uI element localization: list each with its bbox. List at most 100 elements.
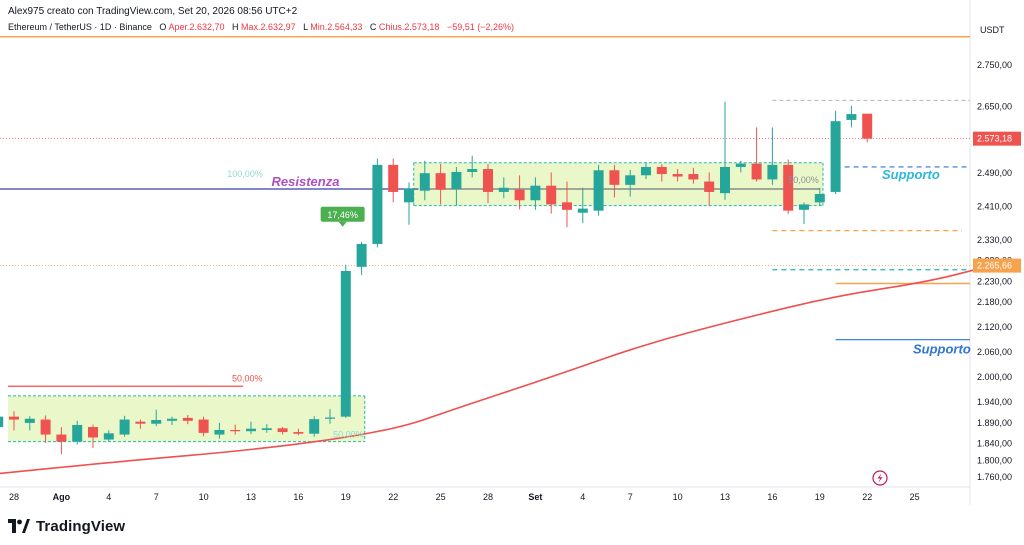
y-tick-label: 2.120,00 bbox=[977, 322, 1012, 332]
candle-body[interactable] bbox=[577, 208, 588, 213]
close-value: Chius.2.573,18 bbox=[378, 22, 440, 32]
y-tick-label: 2.000,00 bbox=[977, 372, 1012, 382]
candle-body[interactable] bbox=[751, 163, 762, 180]
candle-body[interactable] bbox=[198, 419, 209, 433]
candle-body[interactable] bbox=[799, 204, 809, 210]
candle-body[interactable] bbox=[135, 421, 146, 424]
candle-body[interactable] bbox=[609, 170, 620, 185]
high-label: H bbox=[232, 22, 239, 32]
candle-body[interactable] bbox=[498, 187, 509, 192]
candle-body[interactable] bbox=[530, 185, 541, 201]
y-tick-label: 2.180,00 bbox=[977, 297, 1012, 307]
candle-body[interactable] bbox=[0, 416, 4, 428]
candle-body[interactable] bbox=[783, 164, 794, 211]
candle-body[interactable] bbox=[325, 417, 335, 419]
candle-body[interactable] bbox=[309, 419, 320, 434]
price-tag-label: 2.265,66 bbox=[977, 261, 1012, 271]
tradingview-logo[interactable]: TradingView bbox=[8, 516, 125, 536]
x-tick-label: 10 bbox=[673, 492, 683, 502]
candle-body[interactable] bbox=[814, 194, 825, 203]
change-value: −59,51 (−2,26%) bbox=[446, 22, 514, 32]
percent-change-tag-text: 17,46% bbox=[327, 210, 358, 220]
candle-body[interactable] bbox=[24, 418, 35, 423]
candle-body[interactable] bbox=[451, 171, 462, 190]
y-tick-label: 2.650,00 bbox=[977, 102, 1012, 112]
y-tick-label: 2.490,00 bbox=[977, 168, 1012, 178]
chart-svg[interactable]: 100,00% Resistenza Supporto Supporto 50,00% 5… bbox=[0, 0, 1024, 510]
zone2-50-label: 50,00% bbox=[788, 175, 819, 185]
candle-body[interactable] bbox=[735, 163, 746, 167]
candle-body[interactable] bbox=[119, 419, 130, 435]
candle-body[interactable] bbox=[404, 188, 414, 203]
candle-body[interactable] bbox=[546, 185, 557, 205]
candle-body[interactable] bbox=[562, 202, 572, 210]
candle-body[interactable] bbox=[656, 166, 667, 175]
percent-change-tag bbox=[320, 206, 365, 222]
candle-body[interactable] bbox=[419, 173, 430, 191]
y-tick-label: 2.410,00 bbox=[977, 201, 1012, 211]
x-tick-label: 7 bbox=[628, 492, 633, 502]
candle-body[interactable] bbox=[167, 418, 177, 421]
candle-body[interactable] bbox=[388, 164, 399, 192]
candle-body[interactable] bbox=[261, 428, 272, 430]
tradingview-logo-icon bbox=[8, 519, 30, 533]
ohlc-legend: Ethereum / TetherUS · 1D · Binance O Ape… bbox=[8, 22, 514, 32]
price-tag-label: 2.573,18 bbox=[977, 134, 1012, 144]
candle-body[interactable] bbox=[846, 114, 857, 120]
candle-body[interactable] bbox=[230, 429, 241, 432]
candle-body[interactable] bbox=[467, 169, 478, 172]
x-tick-label: 22 bbox=[388, 492, 398, 502]
open-label: O bbox=[159, 22, 167, 32]
candle-body[interactable] bbox=[214, 429, 225, 435]
zone1-50-label: 50,00% bbox=[333, 430, 364, 440]
candle-body[interactable] bbox=[293, 432, 304, 434]
y-tick-label: 1.760,00 bbox=[977, 472, 1012, 482]
candle-body[interactable] bbox=[688, 174, 699, 180]
candle-body[interactable] bbox=[767, 164, 778, 180]
candle-body[interactable] bbox=[182, 417, 193, 421]
candle-body[interactable] bbox=[704, 181, 715, 192]
candle-body[interactable] bbox=[435, 173, 446, 190]
candle-body[interactable] bbox=[514, 189, 525, 201]
candle-body[interactable] bbox=[151, 419, 162, 424]
x-tick-label: 16 bbox=[767, 492, 777, 502]
candle-body[interactable] bbox=[356, 243, 367, 267]
low-label: L bbox=[303, 22, 308, 32]
candle-body[interactable] bbox=[72, 424, 83, 442]
candle-body[interactable] bbox=[625, 175, 636, 185]
support-label-upper: Supporto bbox=[882, 167, 940, 182]
candle-body[interactable] bbox=[372, 164, 383, 244]
candle-body[interactable] bbox=[340, 271, 351, 417]
x-tick-label: 22 bbox=[862, 492, 872, 502]
candle-body[interactable] bbox=[246, 428, 256, 432]
x-tick-label: 25 bbox=[436, 492, 446, 502]
tradingview-brand: TradingView bbox=[36, 517, 126, 535]
candle-body[interactable] bbox=[56, 434, 67, 442]
x-tick-label: 4 bbox=[106, 492, 111, 502]
candle-body[interactable] bbox=[672, 174, 683, 177]
candle-body[interactable] bbox=[483, 169, 493, 192]
candle-body[interactable] bbox=[641, 166, 651, 176]
x-tick-label: 28 bbox=[483, 492, 493, 502]
y-tick-label: 2.750,00 bbox=[977, 60, 1012, 70]
red-50-label: 50,00% bbox=[232, 373, 263, 383]
price-tag bbox=[973, 258, 1021, 273]
high-value: Max.2.632,97 bbox=[241, 22, 296, 32]
candle-body[interactable] bbox=[277, 428, 288, 433]
candle-body[interactable] bbox=[830, 121, 841, 192]
price-tag bbox=[973, 131, 1021, 146]
candle-body[interactable] bbox=[593, 170, 604, 211]
candle-body[interactable] bbox=[40, 419, 51, 435]
candle-body[interactable] bbox=[9, 416, 19, 420]
low-value: Min.2.564,33 bbox=[310, 22, 363, 32]
candle-body[interactable] bbox=[720, 166, 730, 194]
x-tick-label: Ago bbox=[53, 492, 71, 502]
candle-body[interactable] bbox=[103, 433, 114, 440]
alert-lightning-bolt bbox=[877, 473, 883, 483]
percent-change-tag-pointer bbox=[338, 221, 347, 227]
y-tick-label: 2.230,00 bbox=[977, 276, 1012, 286]
currency-label: USDT bbox=[980, 25, 1005, 35]
y-tick-label: 1.800,00 bbox=[977, 455, 1012, 465]
candle-body[interactable] bbox=[862, 113, 873, 139]
candle-body[interactable] bbox=[88, 427, 98, 438]
